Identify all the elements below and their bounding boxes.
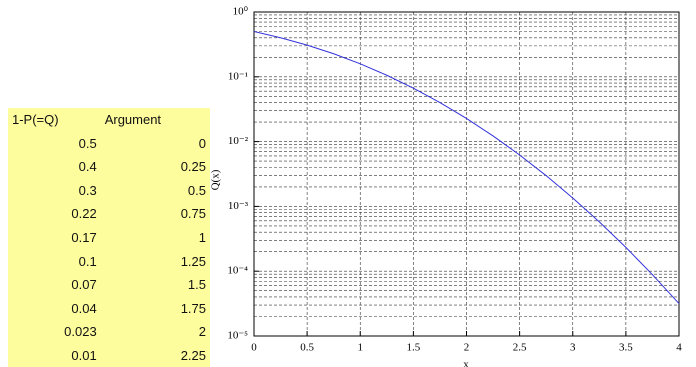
table-cell: 0.5 xyxy=(187,182,206,198)
y-tick-label: 10⁻¹ xyxy=(228,70,248,82)
table-cell: 0.4 xyxy=(78,159,97,175)
table-cell: 0.04 xyxy=(71,300,97,316)
y-tick-label: 10⁻⁴ xyxy=(227,265,248,277)
table-row: 0.023 2 xyxy=(8,320,210,344)
y-tick-label: 10⁻³ xyxy=(228,200,249,212)
header-row: 1-P(=Q) Argument xyxy=(8,108,210,132)
x-tick-label: 4 xyxy=(676,342,682,354)
y-tick-label: 10⁻² xyxy=(228,135,249,147)
x-tick-label: 0.5 xyxy=(300,342,314,354)
y-tick-label: 10⁰ xyxy=(233,6,249,18)
y-axis-label: Q(x) xyxy=(210,169,222,190)
table-row: 0.22 0.75 xyxy=(8,202,210,226)
table-row: 0.07 1.5 xyxy=(8,273,210,297)
table-cell: 0.17 xyxy=(71,229,97,245)
table-cell: 2.25 xyxy=(180,347,206,363)
x-tick-label: 3.5 xyxy=(619,342,633,354)
x-tick-label: 2.5 xyxy=(513,342,527,354)
header-cell: Argument xyxy=(104,112,162,128)
x-tick-label: 0 xyxy=(251,342,257,354)
table-row: 0.4 0.25 xyxy=(8,155,210,179)
table-cell: 2 xyxy=(198,324,206,340)
table-row: 0.04 1.75 xyxy=(8,296,210,320)
table-row: 0.3 0.5 xyxy=(8,179,210,203)
table-cell: 0.22 xyxy=(71,206,97,222)
x-tick-label: 3 xyxy=(570,342,576,354)
table-row: 0.5 0 xyxy=(8,132,210,156)
table-cell: 0.07 xyxy=(71,277,97,293)
table-cell: 0.75 xyxy=(180,206,206,222)
x-tick-label: 2 xyxy=(464,342,470,354)
y-tick-label: 10⁻⁵ xyxy=(227,330,248,342)
table-row: 0.01 2.25 xyxy=(8,343,210,367)
data-table: 1-P(=Q) Argument 0.5 0 0.4 0.25 0.3 0.5 0.22 0.… xyxy=(8,108,210,367)
table-cell: 0 xyxy=(198,135,206,151)
table-cell: 1.75 xyxy=(180,300,206,316)
table-cell: 0.3 xyxy=(78,182,97,198)
table-row: 0.17 1 xyxy=(8,226,210,250)
table-cell: 0.1 xyxy=(78,253,97,269)
table-cell: 1.5 xyxy=(187,277,206,293)
table-cell: 0.25 xyxy=(180,159,206,175)
header-cell: 1-P(=Q) xyxy=(12,112,59,128)
plot-frame xyxy=(253,11,680,337)
table-cell: 1.25 xyxy=(180,253,206,269)
table-cell: 0.023 xyxy=(64,324,97,340)
x-tick-label: 1 xyxy=(358,342,364,354)
x-tick-label: 1.5 xyxy=(407,342,421,354)
table-cell: 0.5 xyxy=(78,135,97,151)
line-series xyxy=(253,31,680,304)
table-cell: 1 xyxy=(198,229,206,245)
table-row: 0.1 1.25 xyxy=(8,249,210,273)
table-cell: 0.01 xyxy=(71,347,97,363)
x-axis-label: x xyxy=(463,359,469,367)
